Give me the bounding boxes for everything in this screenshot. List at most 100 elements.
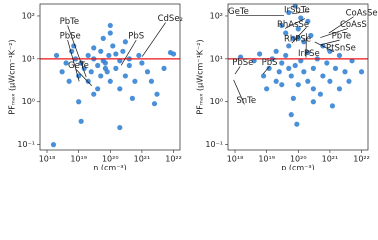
annotation-arrow <box>233 79 245 105</box>
data-point <box>295 82 301 88</box>
annotation: PtSnSe <box>326 43 356 53</box>
data-point <box>358 69 365 75</box>
data-point <box>336 52 343 59</box>
data-point <box>59 69 65 75</box>
data-point <box>154 91 160 97</box>
x-tick-label: 10¹⁹ <box>70 155 87 164</box>
data-point <box>349 58 355 64</box>
data-point <box>69 48 75 54</box>
x-tick-label: 10¹⁹ <box>258 155 275 164</box>
annotation-arrow <box>234 66 241 75</box>
annotation-arrow <box>67 40 80 82</box>
data-point <box>342 69 348 75</box>
data-point <box>117 58 123 64</box>
annotation: PbSe <box>232 58 253 68</box>
y-tick-label: 10⁰ <box>210 97 223 106</box>
data-point <box>292 3 298 9</box>
data-point <box>122 39 128 45</box>
data-point <box>107 78 113 84</box>
data-point <box>85 52 91 59</box>
annotation: PbSe <box>60 32 81 42</box>
annotation-arrow <box>314 41 335 53</box>
data-point <box>102 65 108 71</box>
data-point <box>327 78 333 84</box>
annotation-arrow <box>75 69 93 87</box>
data-point <box>161 65 167 71</box>
data-point <box>279 82 285 88</box>
data-point <box>320 73 326 79</box>
data-point <box>276 69 282 75</box>
data-point <box>305 78 311 84</box>
data-point <box>266 65 272 71</box>
annotation: CoAsS <box>340 20 367 30</box>
y-tick-label: 10⁰ <box>22 97 35 106</box>
data-point <box>129 95 135 101</box>
y-axis-label: PFₘₐₓ (μWcm⁻¹K⁻²) <box>8 39 17 114</box>
annotation-arrow <box>291 10 310 15</box>
data-point <box>286 65 292 71</box>
data-point <box>50 142 57 148</box>
data-point <box>251 58 257 64</box>
y-tick-label: 10¹ <box>22 54 35 63</box>
data-point <box>151 101 158 107</box>
y-tick-label: 10¹ <box>210 54 223 63</box>
figure: 10¹⁸ 10¹⁹ 10²⁰ 10²¹ 10²² 10⁻¹ 10⁰ 10¹ 10² PbTe PbS… <box>8 3 378 170</box>
data-point <box>346 78 352 84</box>
data-point <box>53 52 60 59</box>
data-point <box>295 35 301 41</box>
data-point <box>139 60 145 66</box>
data-point <box>324 60 330 66</box>
x-tick-label: 10¹⁸ <box>39 155 56 164</box>
data-point <box>120 48 126 54</box>
data-point <box>122 73 128 79</box>
data-point <box>301 69 307 75</box>
annotation: PbS <box>262 58 278 68</box>
data-point <box>66 78 72 84</box>
data-point <box>308 32 314 39</box>
annotation: RhPSe <box>284 35 311 45</box>
annotation: CdSe₂ <box>158 14 183 24</box>
annotation-arrow <box>67 25 87 78</box>
panel: 10¹⁸ 10¹⁹ 10²⁰ 10²¹ 10²² 10⁻¹ 10⁰ 10¹ 10² GeTe IrS… <box>196 3 378 170</box>
data-point <box>336 86 343 92</box>
data-point <box>98 73 104 79</box>
annotation-arrow <box>328 16 354 34</box>
data-point <box>279 60 285 66</box>
data-point <box>100 35 106 41</box>
y-tick-label: 10⁻¹ <box>205 140 223 149</box>
data-point <box>63 60 69 66</box>
data-point <box>95 86 101 92</box>
data-point <box>301 39 307 45</box>
annotation: GeTe <box>68 61 89 71</box>
data-point <box>288 112 294 118</box>
annotation: CoAsSe <box>346 8 378 18</box>
data-point <box>286 9 292 16</box>
data-point <box>279 22 285 29</box>
data-point <box>292 62 298 69</box>
data-point <box>113 51 119 57</box>
annotation-arrow <box>320 28 349 38</box>
panel: 10¹⁸ 10¹⁹ 10²⁰ 10²¹ 10²² 10⁻¹ 10⁰ 10¹ 10² PbTe PbS… <box>8 3 183 170</box>
y-tick-label: 10² <box>210 11 223 20</box>
data-point <box>294 121 300 127</box>
annotation-arrow <box>141 22 166 57</box>
data-point <box>132 78 138 84</box>
data-point <box>288 73 294 79</box>
data-point <box>305 18 311 24</box>
data-point <box>113 65 119 71</box>
data-point <box>126 62 132 69</box>
data-point <box>71 43 77 49</box>
data-point <box>117 124 123 131</box>
annotation: IrPSe <box>298 49 320 59</box>
data-point <box>88 69 94 75</box>
data-point <box>260 73 267 79</box>
annotation: SnTe <box>236 96 256 106</box>
data-point <box>110 43 116 49</box>
y-axis-label: PFₘₐₓ (μWcm⁻¹K⁻²) <box>196 39 205 114</box>
data-point <box>286 43 292 49</box>
data-point <box>298 15 304 21</box>
data-point <box>305 49 311 56</box>
annotation-arrow <box>120 39 137 66</box>
data-point <box>310 99 316 105</box>
x-tick-label: 10²¹ <box>134 155 151 164</box>
